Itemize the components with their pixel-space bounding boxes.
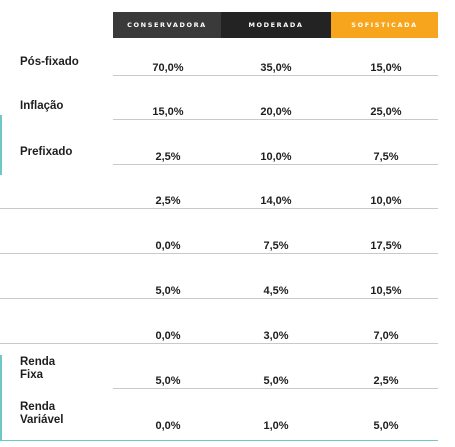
row-label-line2: Fixa	[20, 369, 44, 381]
row-value-conservadora: 0,0%	[155, 330, 181, 342]
row-label: Inflação	[20, 100, 64, 112]
row-value-moderada: 5,0%	[263, 375, 289, 387]
row-value-sofisticada: 10,0%	[370, 195, 402, 207]
row-divider	[113, 75, 438, 76]
table-bottom-divider	[0, 440, 438, 441]
row-value-conservadora: 0,0%	[155, 240, 181, 252]
row-value-conservadora: 5,0%	[155, 285, 181, 297]
header-conservadora: CONSERVADORA	[113, 12, 221, 38]
row-value-moderada: 35,0%	[260, 62, 292, 74]
row-value-conservadora: 0,0%	[155, 420, 181, 432]
row-value-sofisticada: 7,0%	[373, 330, 399, 342]
section-accent-bar-bottom	[0, 355, 2, 440]
header-sofisticada-label: SOFISTICADA	[351, 21, 418, 29]
row-value-conservadora: 15,0%	[152, 106, 184, 118]
row-value-conservadora: 70,0%	[152, 62, 184, 74]
row-value-moderada: 4,5%	[263, 285, 289, 297]
row-divider	[0, 253, 438, 254]
row-divider	[0, 208, 438, 209]
row-value-moderada: 7,5%	[263, 240, 289, 252]
row-value-moderada: 14,0%	[260, 195, 292, 207]
row-value-conservadora: 2,5%	[155, 195, 181, 207]
header-moderada: MODERADA	[221, 12, 331, 38]
row-divider	[113, 164, 438, 165]
row-value-conservadora: 5,0%	[155, 375, 181, 387]
section-accent-bar-top	[0, 115, 2, 175]
row-label: Pós-fixado	[20, 56, 79, 68]
row-value-sofisticada: 7,5%	[373, 151, 399, 163]
header-sofisticada: SOFISTICADA	[331, 12, 438, 38]
row-value-conservadora: 2,5%	[155, 151, 181, 163]
row-divider	[0, 343, 438, 344]
row-divider	[113, 119, 438, 120]
row-value-moderada: 10,0%	[260, 151, 292, 163]
row-value-sofisticada: 25,0%	[370, 106, 402, 118]
row-value-sofisticada: 10,5%	[370, 285, 402, 297]
row-divider	[0, 298, 438, 299]
row-divider	[113, 388, 438, 389]
row-value-sofisticada: 2,5%	[373, 375, 399, 387]
row-value-moderada: 1,0%	[263, 420, 289, 432]
row-value-moderada: 20,0%	[260, 106, 292, 118]
row-value-sofisticada: 15,0%	[370, 62, 402, 74]
row-label-line2: Variável	[20, 414, 64, 426]
row-value-sofisticada: 17,5%	[370, 240, 402, 252]
row-value-sofisticada: 5,0%	[373, 420, 399, 432]
row-label: Prefixado	[20, 146, 73, 158]
header-moderada-label: MODERADA	[248, 21, 304, 29]
header-conservadora-label: CONSERVADORA	[127, 21, 207, 29]
row-value-moderada: 3,0%	[263, 330, 289, 342]
row-label-line1: Renda	[20, 356, 56, 368]
row-label-line1: Renda	[20, 401, 56, 413]
